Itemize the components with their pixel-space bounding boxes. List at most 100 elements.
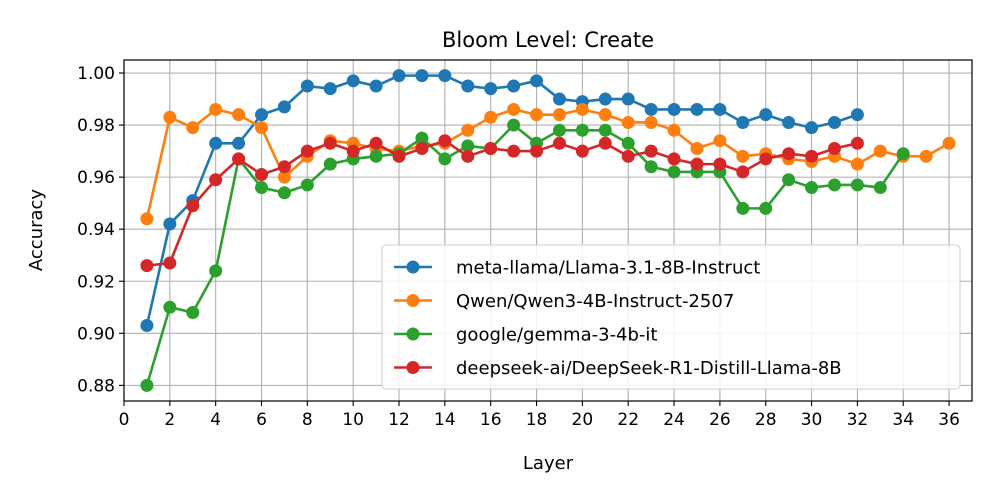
data-point: [552, 123, 566, 137]
data-point: [782, 173, 796, 187]
y-tick-label: 0.90: [77, 324, 115, 344]
data-point: [850, 178, 864, 192]
data-point: [255, 168, 269, 182]
data-point: [552, 92, 566, 106]
x-tick-label: 4: [210, 410, 221, 430]
chart-title: Bloom Level: Create: [442, 28, 654, 52]
data-point: [896, 147, 910, 161]
data-point: [667, 165, 681, 179]
data-point: [232, 152, 246, 166]
data-point: [644, 160, 658, 174]
data-point: [277, 186, 291, 200]
data-point: [598, 108, 612, 122]
data-point: [255, 181, 269, 195]
data-point: [163, 300, 177, 314]
data-point: [530, 74, 544, 88]
data-point: [644, 115, 658, 129]
data-point: [644, 144, 658, 158]
data-point: [782, 147, 796, 161]
data-point: [621, 115, 635, 129]
legend: meta-llama/Llama-3.1-8B-Instruct Qwen/Qwe…: [381, 244, 961, 390]
data-point: [827, 115, 841, 129]
y-tick-label: 1.00: [77, 64, 115, 84]
legend-label: google/gemma-3-4b-it: [456, 325, 658, 346]
data-point: [575, 144, 589, 158]
data-point: [209, 173, 223, 187]
data-point: [209, 102, 223, 116]
data-point: [759, 201, 773, 215]
x-tick-label: 14: [434, 410, 456, 430]
x-tick-label: 36: [938, 410, 960, 430]
data-point: [805, 121, 819, 135]
data-point: [690, 102, 704, 116]
data-point: [255, 121, 269, 135]
x-tick-label: 8: [302, 410, 313, 430]
data-point: [736, 165, 750, 179]
data-point: [827, 178, 841, 192]
data-point: [186, 199, 200, 213]
data-point: [415, 69, 429, 83]
data-point: [575, 123, 589, 137]
x-axis-label: Layer: [523, 453, 574, 474]
legend-swatch-marker: [406, 260, 420, 274]
x-tick-label: 20: [572, 410, 594, 430]
data-point: [736, 115, 750, 129]
legend-swatch-marker: [406, 294, 420, 307]
legend-box: [381, 244, 961, 390]
y-axis-label: Accuracy: [26, 189, 47, 272]
data-point: [575, 102, 589, 116]
data-point: [667, 152, 681, 166]
series-3: [140, 134, 864, 273]
x-tick-label: 12: [388, 410, 410, 430]
legend-item: Qwen/Qwen3-4B-Instruct-2507: [394, 291, 734, 312]
x-tick-label: 6: [256, 410, 267, 430]
x-tick-label: 22: [617, 410, 639, 430]
data-point: [186, 121, 200, 135]
data-point: [942, 136, 956, 150]
data-point: [782, 115, 796, 129]
data-point: [805, 181, 819, 195]
series-group: [140, 69, 956, 392]
series-0: [140, 69, 864, 333]
data-point: [392, 149, 406, 163]
data-point: [850, 136, 864, 150]
data-point: [255, 108, 269, 122]
legend-label: Qwen/Qwen3-4B-Instruct-2507: [456, 291, 734, 312]
x-tick-label: 2: [164, 410, 175, 430]
data-point: [690, 142, 704, 156]
data-point: [713, 102, 727, 116]
x-tick-label: 26: [709, 410, 731, 430]
x-tick-label: 28: [755, 410, 777, 430]
data-point: [507, 79, 521, 93]
data-point: [919, 149, 933, 163]
x-tick-label: 0: [119, 410, 130, 430]
y-tick-label: 0.96: [77, 168, 115, 188]
data-point: [392, 69, 406, 83]
data-point: [759, 152, 773, 166]
legend-item: meta-llama/Llama-3.1-8B-Instruct: [394, 258, 760, 279]
legend-label: deepseek-ai/DeepSeek-R1-Distill-Llama-8B: [456, 358, 842, 379]
data-point: [438, 152, 452, 166]
data-point: [369, 136, 383, 150]
data-point: [346, 144, 360, 158]
data-point: [369, 149, 383, 163]
data-point: [621, 92, 635, 106]
data-point: [300, 79, 314, 93]
data-point: [530, 108, 544, 122]
data-point: [163, 110, 177, 124]
x-tick-label: 18: [526, 410, 548, 430]
legend-item: google/gemma-3-4b-it: [394, 325, 658, 346]
data-point: [300, 178, 314, 192]
data-point: [209, 136, 223, 150]
y-tick-label: 0.92: [77, 272, 115, 292]
data-point: [873, 144, 887, 158]
data-point: [736, 149, 750, 163]
data-point: [438, 134, 452, 148]
data-point: [140, 259, 154, 273]
data-point: [552, 108, 566, 122]
data-point: [850, 108, 864, 122]
data-point: [323, 82, 337, 96]
legend-label: meta-llama/Llama-3.1-8B-Instruct: [456, 258, 760, 279]
